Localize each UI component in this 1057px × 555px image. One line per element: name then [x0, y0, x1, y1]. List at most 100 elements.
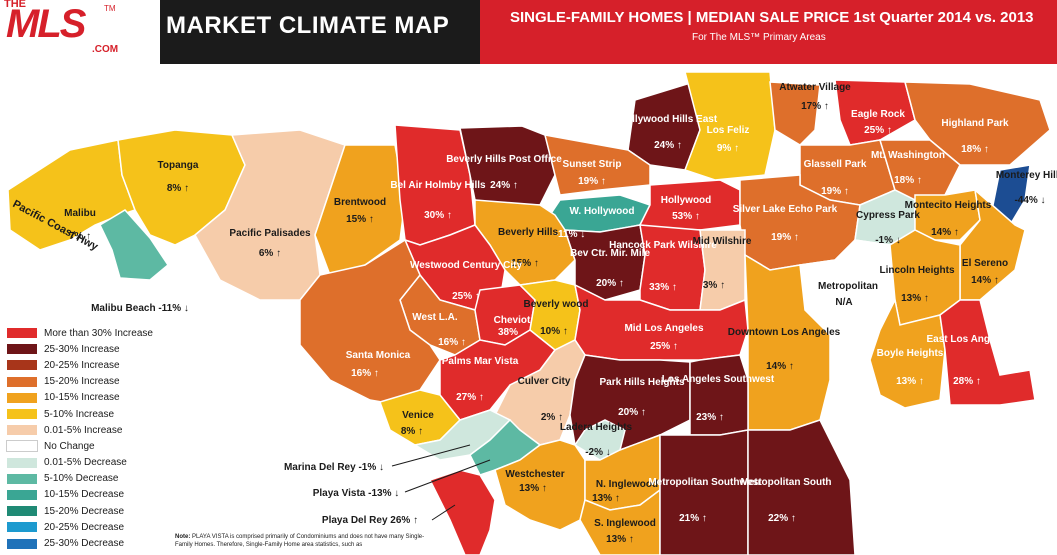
- legend-swatch: [6, 327, 38, 340]
- region-atwater[interactable]: [769, 81, 821, 146]
- region-highland-park[interactable]: [904, 81, 1051, 166]
- change-park-hills: 20% ↑: [618, 407, 646, 418]
- change-bel-air: 30% ↑: [424, 210, 452, 221]
- label-metro-south: Metropolitan South: [740, 477, 831, 488]
- change-beverlywood: 10% ↑: [540, 326, 568, 337]
- legend-label: More than 30% Increase: [44, 327, 153, 339]
- label-highland-park: Highland Park: [941, 118, 1009, 129]
- region-boyle-heights[interactable]: [869, 297, 946, 409]
- label-metro-southwest: Metropolitan Southwest: [648, 477, 762, 488]
- legend-swatch: [6, 359, 38, 372]
- label-beverly-hills: Beverly Hills: [498, 227, 558, 238]
- change-brentwood: 15% ↑: [346, 214, 374, 225]
- label-cheviot: Cheviot: [494, 315, 531, 326]
- change-hollywood: 53% ↑: [672, 211, 700, 222]
- change-eagle-rock: 25% ↑: [864, 125, 892, 136]
- legend-swatch: [6, 488, 38, 501]
- callout-lines: [391, 444, 491, 521]
- mls-logo: THE MLS TM .COM: [0, 0, 160, 64]
- change-boyle-heights: 13% ↑: [896, 376, 924, 387]
- legend-row: 15-20% Increase: [6, 374, 153, 390]
- change-bev-ctr: 20% ↑: [596, 278, 624, 289]
- legend-row: 10-15% Decrease: [6, 487, 153, 503]
- label-playa-del-rey: Playa Del Rey 26% ↑: [322, 515, 418, 526]
- legend-label: 10-15% Decrease: [44, 489, 125, 501]
- legend-row: No Change: [6, 438, 153, 454]
- label-la-southwest: Los Angeles Southwest: [662, 374, 775, 385]
- region-metro-south[interactable]: [747, 419, 856, 555]
- label-glassell-park: Glassell Park: [804, 159, 867, 170]
- change-culver-city: 2% ↑: [541, 412, 563, 423]
- legend-label: 25-30% Decrease: [44, 538, 125, 550]
- note-text: PLAYA VISTA is comprised primarily of Co…: [175, 534, 425, 548]
- logo-mls: MLS: [6, 2, 86, 46]
- region-la-southwest[interactable]: [689, 354, 749, 436]
- label-culver-city: Culver City: [518, 376, 571, 387]
- change-w-hollywood: -11% ↓: [555, 229, 586, 240]
- subtitle: SINGLE-FAMILY HOMES | MEDIAN SALE PRICE …: [510, 9, 1034, 26]
- legend-row: 25-30% Increase: [6, 341, 153, 357]
- change-n-inglewood: 13% ↑: [592, 493, 620, 504]
- legend-label: 5-10% Decrease: [44, 473, 119, 485]
- label-east-la: East Los Angeles: [927, 334, 1010, 345]
- label-boyle-heights: Boyle Heights: [877, 348, 944, 359]
- region-malibu-beach[interactable]: [99, 209, 169, 281]
- change-malibu: 7% ↑: [69, 231, 91, 242]
- subtitle-2: For The MLS™ Primary Areas: [692, 32, 826, 43]
- label-mt-washington: Mt. Washington: [871, 150, 945, 161]
- legend-swatch: [6, 537, 38, 550]
- change-east-la: 28% ↑: [953, 376, 981, 387]
- change-bh-post-office: 24% ↑: [490, 180, 518, 191]
- region-bh-post-office[interactable]: [459, 125, 556, 206]
- change-lincoln-heights: 13% ↑: [901, 293, 929, 304]
- legend-row: 20-25% Decrease: [6, 519, 153, 535]
- change-s-inglewood: 13% ↑: [606, 534, 634, 545]
- region-sunset-strip[interactable]: [543, 134, 651, 196]
- label-mid-la: Mid Los Angeles: [624, 323, 704, 334]
- label-sunset-strip: Sunset Strip: [563, 159, 622, 170]
- title-block: MARKET CLIMATE MAP: [150, 0, 480, 64]
- change-cypress-park: -1% ↓: [875, 235, 901, 246]
- change-west-la: 16% ↑: [438, 337, 466, 348]
- change-metro-south: 22% ↑: [768, 513, 796, 524]
- footnote: Note: PLAYA VISTA is comprised primarily…: [175, 533, 440, 549]
- change-mt-washington: 18% ↑: [894, 175, 922, 186]
- label-montecito: Montecito Heights: [905, 200, 992, 211]
- logo-com: .COM: [92, 44, 119, 55]
- change-ladera: -2% ↓: [585, 447, 611, 458]
- change-cheviot: 38%: [498, 327, 518, 338]
- legend-row: 0.01-5% Decrease: [6, 455, 153, 471]
- label-west-la: West L.A.: [412, 312, 458, 323]
- change-silver-lake: 19% ↑: [771, 232, 799, 243]
- change-venice: 8% ↑: [401, 426, 423, 437]
- change-mid-wilshire: 3% ↑: [703, 280, 725, 291]
- label-cypress-park: Cypress Park: [856, 210, 920, 221]
- note-label: Note:: [175, 534, 191, 540]
- label-santa-monica: Santa Monica: [346, 350, 411, 361]
- region-s-inglewood[interactable]: [579, 488, 661, 555]
- legend-label: 20-25% Decrease: [44, 521, 125, 533]
- region-playa-del-rey[interactable]: [428, 469, 496, 555]
- legend-swatch: [6, 472, 38, 485]
- region-santa-monica[interactable]: [299, 238, 441, 406]
- change-metro-southwest: 21% ↑: [679, 513, 707, 524]
- legend-swatch: [6, 391, 38, 404]
- callout-playa-vista: [404, 459, 491, 493]
- legend-label: 20-25% Increase: [44, 359, 120, 371]
- change-hollywood-hills-east: 24% ↑: [654, 140, 682, 151]
- legend-row: 20-25% Increase: [6, 357, 153, 373]
- legend-label: 25-30% Increase: [44, 343, 120, 355]
- region-metro-southwest[interactable]: [659, 429, 749, 555]
- label-metropolitan: Metropolitan: [818, 281, 878, 292]
- label-park-hills: Park Hills Heights: [599, 377, 684, 388]
- label-monterey-hills: Monterey Hills: [996, 170, 1057, 181]
- subtitle-block: SINGLE-FAMILY HOMES | MEDIAN SALE PRICE …: [480, 0, 1057, 64]
- legend-label: No Change: [44, 440, 95, 452]
- label-topanga: Topanga: [158, 160, 199, 171]
- legend-label: 0.01-5% Increase: [44, 424, 123, 436]
- change-santa-monica: 16% ↑: [351, 368, 379, 379]
- change-beverly-hills: 15% ↑: [511, 258, 539, 269]
- legend-swatch: [6, 343, 38, 356]
- legend-label: 15-20% Increase: [44, 376, 120, 388]
- region-east-la[interactable]: [939, 299, 1036, 406]
